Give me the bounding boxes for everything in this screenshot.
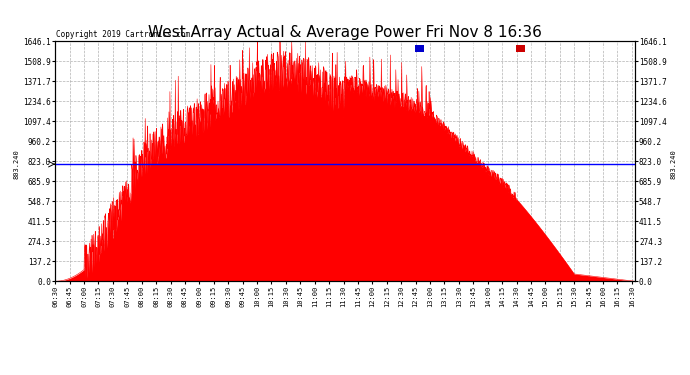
Text: 803.240: 803.240: [671, 149, 677, 179]
Text: 803.240: 803.240: [13, 149, 19, 179]
Title: West Array Actual & Average Power Fri Nov 8 16:36: West Array Actual & Average Power Fri No…: [148, 25, 542, 40]
Legend: Average  (DC Watts), West Array  (DC Watts): Average (DC Watts), West Array (DC Watts…: [413, 43, 631, 55]
Text: Copyright 2019 Cartronics.com: Copyright 2019 Cartronics.com: [56, 30, 190, 39]
